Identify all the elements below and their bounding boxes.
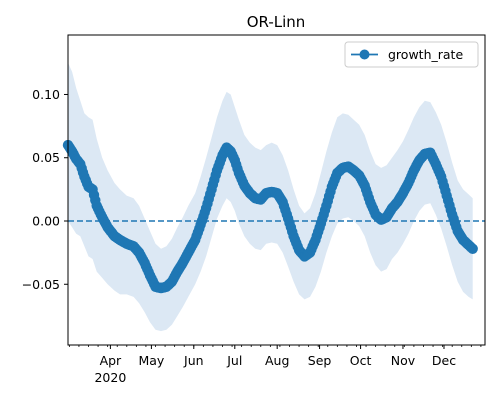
legend-entry-growth-rate: growth_rate — [388, 47, 463, 62]
legend: growth_rate — [344, 41, 479, 68]
axes-layer: −0.05 0.00 0.05 0.10 Apr May Jun Jul Aug Sep Oct No… — [22, 34, 486, 385]
plot-frame — [67, 34, 486, 346]
x-tick-label: Dec — [432, 353, 456, 368]
x-tick-label: Jun — [183, 353, 204, 368]
x-tick-label: Sep — [308, 353, 332, 368]
x-tick-label: Nov — [391, 353, 416, 368]
y-tick-label: −0.05 — [22, 277, 60, 292]
x-tick-label: Jul — [226, 353, 242, 368]
x-tick-label: Apr — [100, 353, 122, 368]
legend-frame — [344, 41, 479, 68]
series-marker-layer — [62, 139, 478, 294]
x-tick-label: Aug — [265, 353, 289, 368]
y-tick-label: 0.10 — [32, 87, 60, 102]
y-tick-label: 0.00 — [32, 214, 60, 229]
x-tick-label: Oct — [350, 353, 372, 368]
x-year-label: 2020 — [94, 370, 126, 385]
y-tick-label: 0.05 — [32, 150, 60, 165]
chart-title: OR-Linn — [247, 13, 306, 31]
data-point — [467, 243, 478, 254]
x-tick-label: May — [138, 353, 164, 368]
legend-marker-swatch — [359, 49, 370, 60]
